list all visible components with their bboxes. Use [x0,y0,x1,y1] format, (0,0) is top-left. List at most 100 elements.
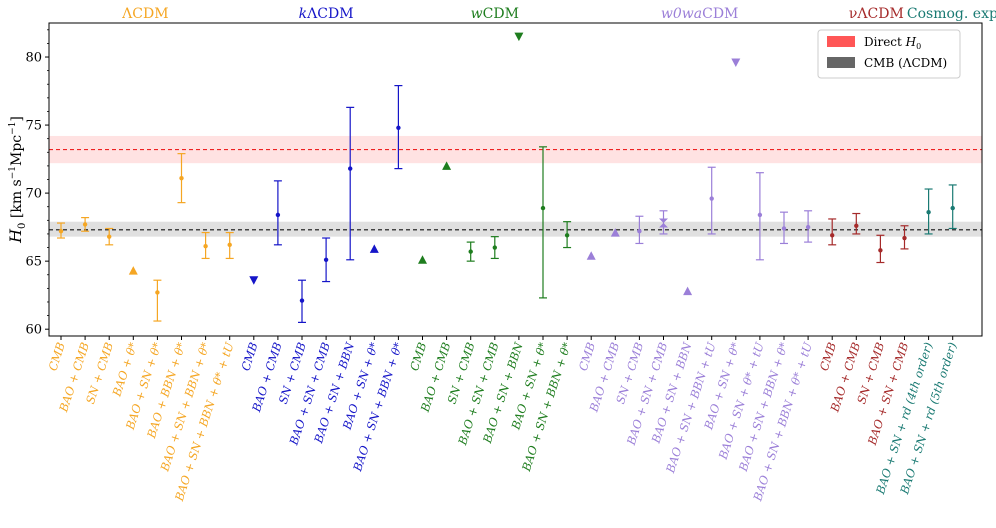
upper-bound-triangle [610,228,620,237]
data-dot [203,243,208,249]
point-up [683,286,693,296]
group-title-0: ΛCDM [121,6,168,22]
group-title-1: kΛCDM [299,6,354,22]
data-dot [564,233,570,238]
data-dot [58,229,64,234]
legend: Direct H0 CMB (ΛCDM) [817,29,961,79]
x-tick-label: CMB [46,341,68,373]
data-dot [805,224,811,230]
data-dot [878,248,883,253]
data-dot [709,196,714,201]
y-tick-label: 65 [25,255,42,270]
y-axis-label: H0 [km s−1Mpc−1] [6,116,28,244]
point-dot [780,211,788,245]
data-dot [950,205,955,211]
point-dot [755,172,764,261]
upper-bound-triangle [128,266,138,275]
point-dot [346,106,355,261]
point-dot [900,225,909,250]
data-dot [492,245,497,250]
point-dot [394,84,403,170]
data-dot [757,212,763,218]
point-dot [273,180,282,246]
point-dot [177,153,186,204]
legend-swatch-1 [827,57,855,68]
bowtie-bottom [659,223,668,228]
point-dot [298,279,306,323]
point-up [442,161,452,170]
x-tick-label: CMB [238,341,260,373]
upper-bound-triangle [683,286,693,296]
group-title-5: Cosmog. exp. [907,6,996,22]
data-dot [179,175,184,181]
point-dot [225,231,234,260]
point-dot [707,166,716,235]
y-tick-label: 75 [25,119,42,134]
y-tick-label: 80 [25,51,42,66]
upper-bound-triangle [418,255,427,264]
point-down [514,32,524,42]
lower-bound-triangle [514,32,524,42]
data-dot [396,125,401,130]
legend-label-0: Direct H0 [864,35,921,51]
data-dot [637,229,642,234]
data-dot [155,290,160,295]
point-down [249,276,259,285]
lower-bound-triangle [249,276,259,285]
data-dot [854,223,859,228]
legend-swatch-0 [827,36,855,47]
point-up [418,255,427,264]
point-dot [466,241,475,262]
group-title-4: νΛCDM [849,6,904,22]
point-dot [105,227,114,246]
point-dot [948,184,957,230]
point-down [731,58,741,67]
point-dot [804,210,813,243]
point-dot [828,218,837,246]
point-dot [57,222,65,239]
x-tick-label: CMB [407,341,429,373]
group-title-3: w0waCDM [661,6,739,22]
point-dot [876,234,885,264]
point-dot [322,237,331,283]
legend-label-1: CMB (ΛCDM) [864,56,947,70]
point-up [586,251,596,260]
data-points [57,32,957,323]
data-dot [82,222,88,227]
data-dot [540,205,546,211]
point-dot [852,212,861,235]
data-dot [348,166,353,171]
point-up [128,266,138,275]
point-dot [153,279,162,322]
point-dot [563,221,572,249]
data-dot [926,209,931,215]
data-dot [830,233,835,238]
point-dot [490,236,499,260]
point-up [610,228,620,237]
data-dot [323,257,329,262]
point-dot [539,146,547,299]
upper-bound-triangle [442,161,452,170]
x-tick-label: CMB [576,341,598,373]
group-title-2: wCDM [471,6,519,22]
data-dot [902,235,907,241]
upper-bound-triangle [586,251,596,260]
data-dot [781,226,787,231]
x-tick-label: CMB [817,341,839,373]
point-up [369,244,379,253]
data-dot [275,212,281,218]
data-dot [227,242,232,248]
upper-bound-triangle [369,244,379,253]
data-dot [107,234,112,239]
bowtie-top [659,218,668,224]
point-dot [201,231,210,260]
point-bow [659,210,668,235]
y-tick-label: 60 [25,323,42,338]
data-dot [299,298,305,303]
y-tick-label: 70 [25,187,42,202]
point-dot [924,188,933,235]
data-dot [468,249,473,254]
lower-bound-triangle [731,58,741,67]
cmb-band [49,221,982,237]
